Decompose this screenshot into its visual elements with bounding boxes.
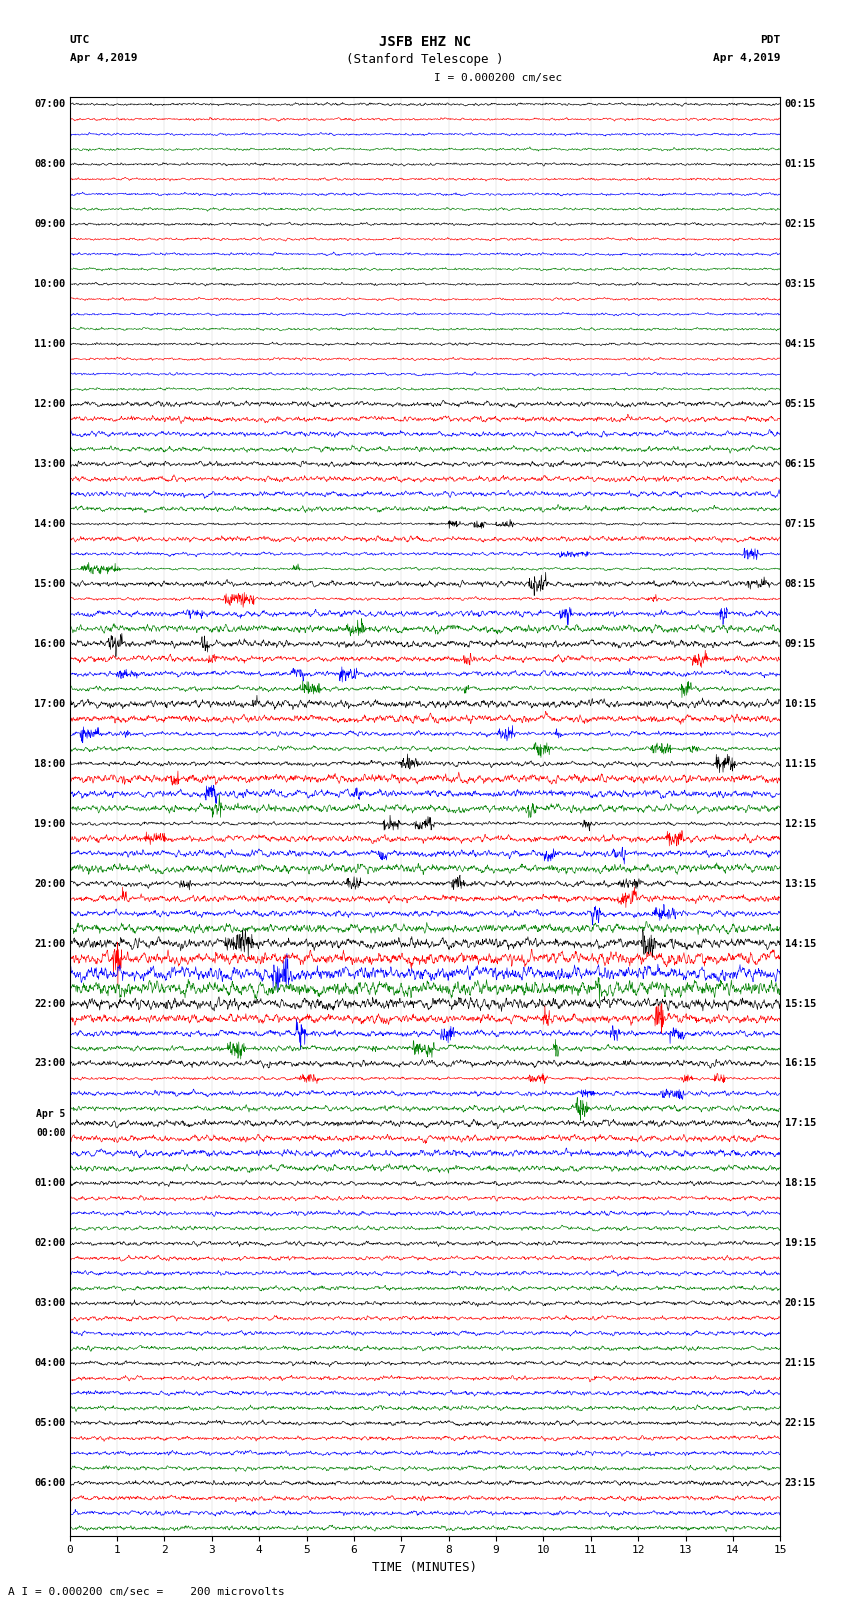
Text: 16:15: 16:15 bbox=[785, 1058, 816, 1068]
Text: 00:00: 00:00 bbox=[36, 1127, 65, 1139]
Text: 10:00: 10:00 bbox=[34, 279, 65, 289]
Text: PDT: PDT bbox=[760, 35, 780, 45]
Text: 05:15: 05:15 bbox=[785, 398, 816, 410]
Text: 22:00: 22:00 bbox=[34, 998, 65, 1008]
Text: 23:00: 23:00 bbox=[34, 1058, 65, 1068]
Text: JSFB EHZ NC: JSFB EHZ NC bbox=[379, 35, 471, 50]
Text: 14:00: 14:00 bbox=[34, 519, 65, 529]
Text: 19:15: 19:15 bbox=[785, 1239, 816, 1248]
Text: 15:15: 15:15 bbox=[785, 998, 816, 1008]
Text: 18:00: 18:00 bbox=[34, 758, 65, 769]
Text: 01:00: 01:00 bbox=[34, 1179, 65, 1189]
Text: 09:00: 09:00 bbox=[34, 219, 65, 229]
Text: 20:00: 20:00 bbox=[34, 879, 65, 889]
Text: 05:00: 05:00 bbox=[34, 1418, 65, 1428]
Text: 22:15: 22:15 bbox=[785, 1418, 816, 1428]
Text: 11:00: 11:00 bbox=[34, 339, 65, 348]
Text: 11:15: 11:15 bbox=[785, 758, 816, 769]
Text: 21:00: 21:00 bbox=[34, 939, 65, 948]
Text: 03:00: 03:00 bbox=[34, 1298, 65, 1308]
Text: 20:15: 20:15 bbox=[785, 1298, 816, 1308]
Text: 08:00: 08:00 bbox=[34, 160, 65, 169]
Text: Apr 5: Apr 5 bbox=[36, 1108, 65, 1119]
Text: 17:00: 17:00 bbox=[34, 698, 65, 708]
Text: 07:15: 07:15 bbox=[785, 519, 816, 529]
Text: 02:15: 02:15 bbox=[785, 219, 816, 229]
X-axis label: TIME (MINUTES): TIME (MINUTES) bbox=[372, 1561, 478, 1574]
Text: 04:00: 04:00 bbox=[34, 1358, 65, 1368]
Text: 12:00: 12:00 bbox=[34, 398, 65, 410]
Text: 08:15: 08:15 bbox=[785, 579, 816, 589]
Text: 16:00: 16:00 bbox=[34, 639, 65, 648]
Text: 09:15: 09:15 bbox=[785, 639, 816, 648]
Text: 07:00: 07:00 bbox=[34, 100, 65, 110]
Text: UTC: UTC bbox=[70, 35, 90, 45]
Text: Apr 4,2019: Apr 4,2019 bbox=[713, 53, 780, 63]
Text: Apr 4,2019: Apr 4,2019 bbox=[70, 53, 137, 63]
Text: A I = 0.000200 cm/sec =    200 microvolts: A I = 0.000200 cm/sec = 200 microvolts bbox=[8, 1587, 286, 1597]
Text: 06:15: 06:15 bbox=[785, 460, 816, 469]
Text: (Stanford Telescope ): (Stanford Telescope ) bbox=[346, 53, 504, 66]
Text: 01:15: 01:15 bbox=[785, 160, 816, 169]
Text: 06:00: 06:00 bbox=[34, 1478, 65, 1489]
Text: 14:15: 14:15 bbox=[785, 939, 816, 948]
Text: 13:00: 13:00 bbox=[34, 460, 65, 469]
Text: 15:00: 15:00 bbox=[34, 579, 65, 589]
Text: I = 0.000200 cm/sec: I = 0.000200 cm/sec bbox=[434, 73, 562, 82]
Text: 23:15: 23:15 bbox=[785, 1478, 816, 1489]
Text: 21:15: 21:15 bbox=[785, 1358, 816, 1368]
Text: 10:15: 10:15 bbox=[785, 698, 816, 708]
Text: 03:15: 03:15 bbox=[785, 279, 816, 289]
Text: 19:00: 19:00 bbox=[34, 819, 65, 829]
Text: 04:15: 04:15 bbox=[785, 339, 816, 348]
Text: 13:15: 13:15 bbox=[785, 879, 816, 889]
Text: 18:15: 18:15 bbox=[785, 1179, 816, 1189]
Text: 00:15: 00:15 bbox=[785, 100, 816, 110]
Text: 12:15: 12:15 bbox=[785, 819, 816, 829]
Text: 02:00: 02:00 bbox=[34, 1239, 65, 1248]
Text: 17:15: 17:15 bbox=[785, 1118, 816, 1129]
